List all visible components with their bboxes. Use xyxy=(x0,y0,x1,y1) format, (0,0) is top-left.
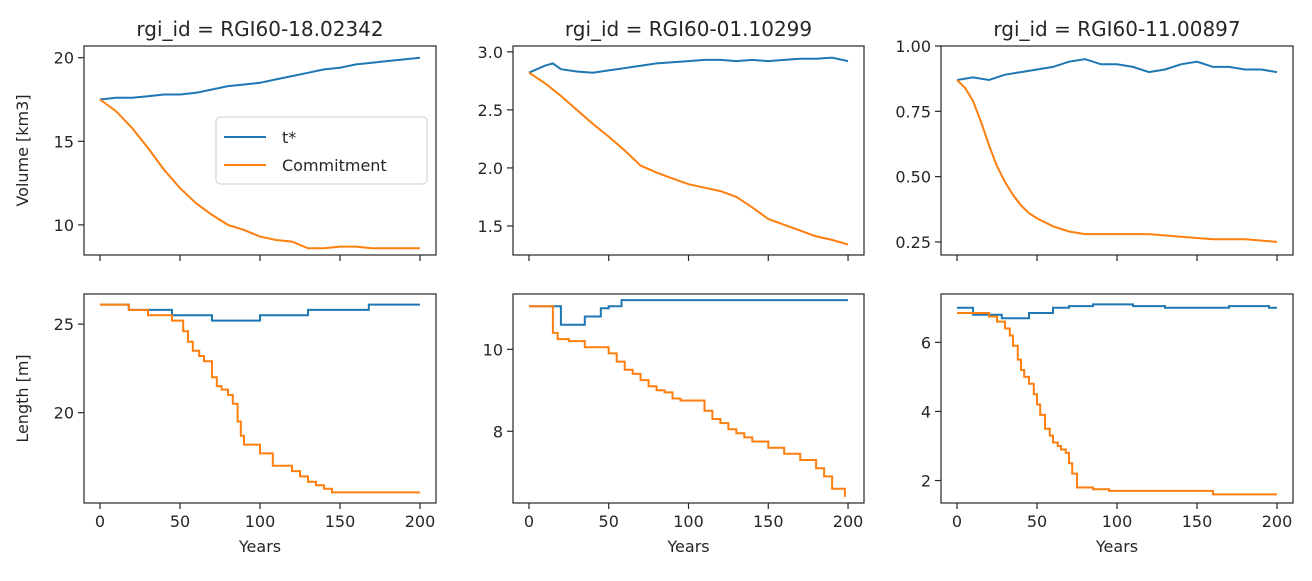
x-tick-label: 100 xyxy=(673,512,704,531)
x-axis-label: Years xyxy=(238,537,281,556)
x-axis-label: Years xyxy=(1095,537,1138,556)
y-tick-label: 15 xyxy=(54,132,74,151)
y-tick-label: 2 xyxy=(921,472,931,491)
x-tick-label: 200 xyxy=(833,512,864,531)
axes-frame xyxy=(512,45,865,256)
x-axis-label: Years xyxy=(666,537,709,556)
y-tick-label: 10 xyxy=(54,216,74,235)
y-tick-label: 4 xyxy=(921,402,931,421)
series-line-commitment xyxy=(99,98,420,250)
panel-title: rgi_id = RGI60-01.10299 xyxy=(565,17,812,41)
x-tick-label: 50 xyxy=(599,512,619,531)
series-line-commitment xyxy=(956,79,1278,243)
series-line-tstar xyxy=(957,303,1277,320)
y-tick-label: 20 xyxy=(54,404,74,423)
series-line-commitment xyxy=(529,305,846,497)
y-tick-label: 25 xyxy=(54,315,74,334)
x-tick-label: 50 xyxy=(1027,512,1047,531)
y-tick-label: 20 xyxy=(54,49,74,68)
x-tick-label: 50 xyxy=(170,512,190,531)
x-tick-label: 150 xyxy=(753,512,784,531)
x-tick-label: 200 xyxy=(405,512,436,531)
panel-length-2: 0 50 100 150 200 8 10 Years xyxy=(483,293,865,556)
legend-box xyxy=(215,116,428,185)
legend: t* Commitment xyxy=(215,116,428,185)
y-tick-label: 0.75 xyxy=(895,102,931,121)
legend-label: t* xyxy=(282,128,296,147)
x-tick-label: 100 xyxy=(1102,512,1133,531)
y-tick-label: 0.25 xyxy=(895,233,931,252)
y-tick-label: 1.00 xyxy=(895,37,931,56)
panel-length-3: 0 50 100 150 200 2 4 6 Years xyxy=(921,293,1294,556)
x-tick-label: 0 xyxy=(952,512,962,531)
panel-volume-1: 10 15 20 rgi_id = RGI60-18.02342 Volume [km3… xyxy=(13,17,437,261)
y-tick-label: 2.0 xyxy=(478,159,503,178)
x-tick-label: 0 xyxy=(524,512,534,531)
panel-length-1: 0 50 100 150 200 20 25 Years Length [m] xyxy=(13,293,437,556)
axes-frame xyxy=(940,293,1294,504)
y-tick-label: 10 xyxy=(483,340,503,359)
y-tick-label: 8 xyxy=(493,422,503,441)
y-tick-label: 6 xyxy=(921,333,931,352)
legend-label: Commitment xyxy=(282,156,387,175)
y-tick-label: 2.5 xyxy=(478,101,503,120)
panel-title: rgi_id = RGI60-11.00897 xyxy=(993,17,1240,41)
y-axis-label: Volume [km3] xyxy=(13,94,32,206)
x-tick-label: 0 xyxy=(95,512,105,531)
series-line-tstar xyxy=(99,56,421,101)
x-tick-label: 200 xyxy=(1262,512,1293,531)
panel-title: rgi_id = RGI60-18.02342 xyxy=(136,17,383,41)
y-tick-label: 1.5 xyxy=(478,217,503,236)
y-tick-label: 0.50 xyxy=(895,168,931,187)
y-tick-label: 3.0 xyxy=(478,43,503,62)
axes-frame xyxy=(940,45,1294,256)
series-line-tstar xyxy=(528,56,849,74)
panel-volume-2: 1.5 2.0 2.5 3.0 rgi_id = RGI60-01.10299 xyxy=(478,17,865,261)
series-line-commitment xyxy=(100,303,420,494)
x-tick-label: 100 xyxy=(245,512,276,531)
panel-volume-3: 0.25 0.50 0.75 1.00 rgi_id = RGI60-11.00897 xyxy=(895,17,1294,261)
series-line-tstar xyxy=(956,58,1278,82)
axes-frame xyxy=(83,293,437,504)
x-tick-label: 150 xyxy=(1182,512,1213,531)
y-axis-label: Length [m] xyxy=(13,354,32,442)
x-tick-label: 150 xyxy=(325,512,356,531)
series-line-commitment xyxy=(957,312,1277,496)
series-line-tstar xyxy=(529,299,848,326)
series-line-commitment xyxy=(528,71,849,246)
